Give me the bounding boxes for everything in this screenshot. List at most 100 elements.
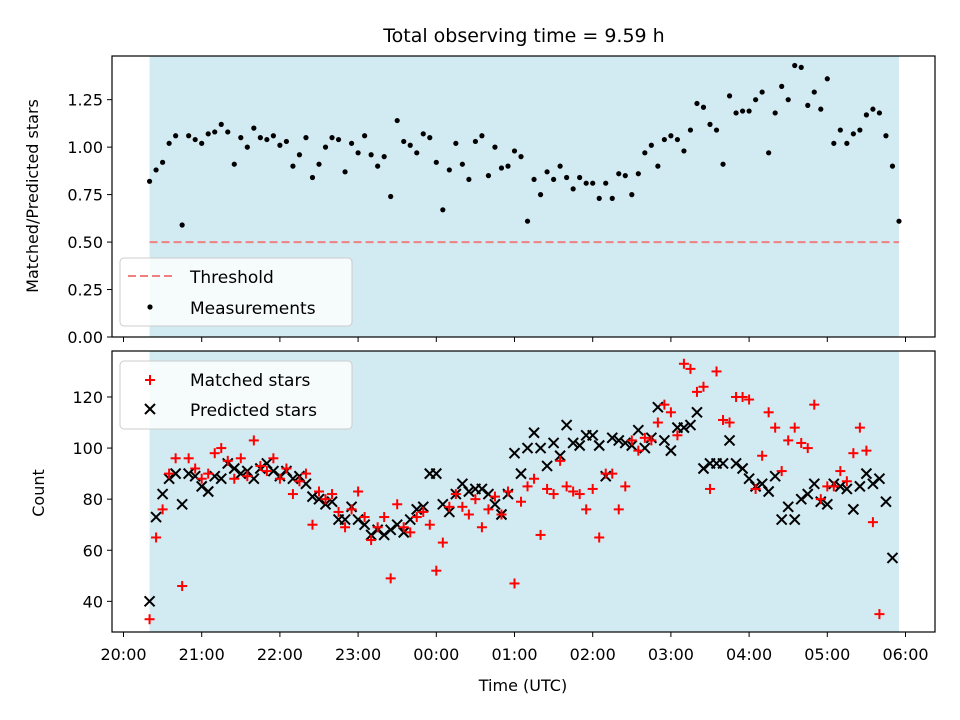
matched-stars-point <box>607 468 618 479</box>
threshold-legend-label: Threshold <box>189 268 274 288</box>
matched-stars-point <box>587 483 598 494</box>
matched-stars-point <box>196 473 207 484</box>
matched-stars-point <box>476 522 487 533</box>
predicted-stars-point <box>489 498 501 510</box>
matched-stars-point <box>235 453 246 464</box>
measurement-point <box>290 163 296 169</box>
predicted-stars-point <box>521 442 534 454</box>
measurement-point <box>401 138 407 145</box>
predicted-stars-point <box>834 480 847 493</box>
top-x-ticks <box>123 337 906 342</box>
measurement-point <box>231 161 237 167</box>
matched-stars-point <box>229 473 240 484</box>
matched-stars-point <box>170 453 181 464</box>
bottom-y-tick-label: 60 <box>83 541 103 560</box>
matched-stars-point <box>744 394 755 405</box>
measurement-point <box>270 133 276 139</box>
matched-stars-point <box>835 466 846 477</box>
predicted-stars-point <box>632 424 645 436</box>
matched-stars-point <box>828 481 839 492</box>
matched-stars-point <box>613 504 624 515</box>
predicted-stars-point <box>319 498 332 510</box>
bottom-y-ticks: 40 60 80 100 120 <box>72 388 112 611</box>
measurement-point <box>388 193 394 200</box>
matched-stars-point <box>535 529 546 540</box>
measurement-point <box>798 64 804 70</box>
measurement-point <box>414 150 420 156</box>
predicted-stars-point <box>841 483 853 495</box>
matched-stars-point <box>854 422 865 433</box>
predicted-stars-point <box>613 434 625 447</box>
matched-stars-point <box>705 483 715 494</box>
matched-stars-point <box>802 443 813 454</box>
matched-stars-point <box>300 468 311 479</box>
measurement-point <box>537 192 544 198</box>
matched-stars-point <box>444 501 455 512</box>
matched-stars-point <box>346 504 357 515</box>
measurement-point <box>779 83 785 89</box>
x-tick-label: 22:00 <box>257 645 303 664</box>
matched-stars-point <box>287 489 298 500</box>
bottom-y-tick-label: 120 <box>72 388 103 407</box>
measurement-point <box>466 176 472 183</box>
measurement-point <box>720 161 726 167</box>
predicted-stars-point <box>593 439 605 452</box>
matched-stars-point <box>516 496 527 507</box>
measurement-point <box>342 169 348 175</box>
top-y-tick-label: 0.75 <box>67 186 103 205</box>
predicted-stars-point <box>847 503 860 516</box>
measurement-point <box>616 171 622 177</box>
measurement-point <box>453 140 459 146</box>
predicted-stars-point <box>156 488 169 500</box>
matched-stars-point <box>809 399 820 410</box>
matched-stars-point <box>216 443 227 454</box>
predicted-stars-point <box>463 485 475 498</box>
matched-stars-point <box>698 381 709 392</box>
top-panel: 0.00 0.25 0.50 0.75 1.00 1.25 Matched/Predict… <box>23 55 936 347</box>
x-tick-label: 20:00 <box>100 645 146 664</box>
matched-stars-point <box>633 445 644 456</box>
predicted-legend-label: Predicted stars <box>190 401 317 421</box>
measurement-point <box>753 97 759 103</box>
matched-stars-point <box>359 512 370 523</box>
measurement-point <box>205 131 211 137</box>
matched-stars-point <box>639 432 650 443</box>
predicted-stars-point <box>358 519 371 531</box>
predicted-stars-point <box>176 498 188 510</box>
measurement-point <box>192 136 198 143</box>
matched-stars-point <box>209 448 220 459</box>
matched-stars-point <box>581 504 592 515</box>
matched-stars-point <box>294 476 305 487</box>
matched-stars-point <box>620 481 631 492</box>
measurement-point <box>733 110 739 116</box>
measurement-point <box>257 135 263 141</box>
predicted-stars-point <box>339 513 351 526</box>
predicted-stars-point <box>802 488 814 500</box>
measurement-point <box>186 133 192 139</box>
matched-legend-label: Matched stars <box>190 371 310 391</box>
bottom-y-tick-label: 100 <box>72 439 103 458</box>
measurements-legend-swatch <box>147 304 153 310</box>
matched-stars-point <box>737 391 748 402</box>
matched-stars-point <box>255 460 266 471</box>
measurement-point <box>687 127 694 133</box>
measurement-point <box>166 140 172 146</box>
predicted-stars-point <box>430 467 443 480</box>
x-tick-label: 23:00 <box>335 645 381 664</box>
measurement-point <box>811 89 817 95</box>
matched-stars-point <box>724 417 735 428</box>
measurement-point <box>726 93 733 99</box>
predicted-stars-point <box>886 552 899 564</box>
matched-stars-point <box>509 578 520 589</box>
measurement-point <box>700 104 707 110</box>
matched-stars-point <box>424 519 435 530</box>
matched-stars-point <box>496 509 507 520</box>
measurement-point <box>407 142 413 148</box>
measurement-point <box>622 173 628 179</box>
measurement-point <box>251 125 257 131</box>
predicted-stars-point <box>508 447 521 459</box>
matched-stars-point <box>418 506 429 517</box>
matched-stars-point <box>320 494 331 505</box>
predicted-stars-point <box>202 485 214 498</box>
measurement-point <box>818 106 824 112</box>
